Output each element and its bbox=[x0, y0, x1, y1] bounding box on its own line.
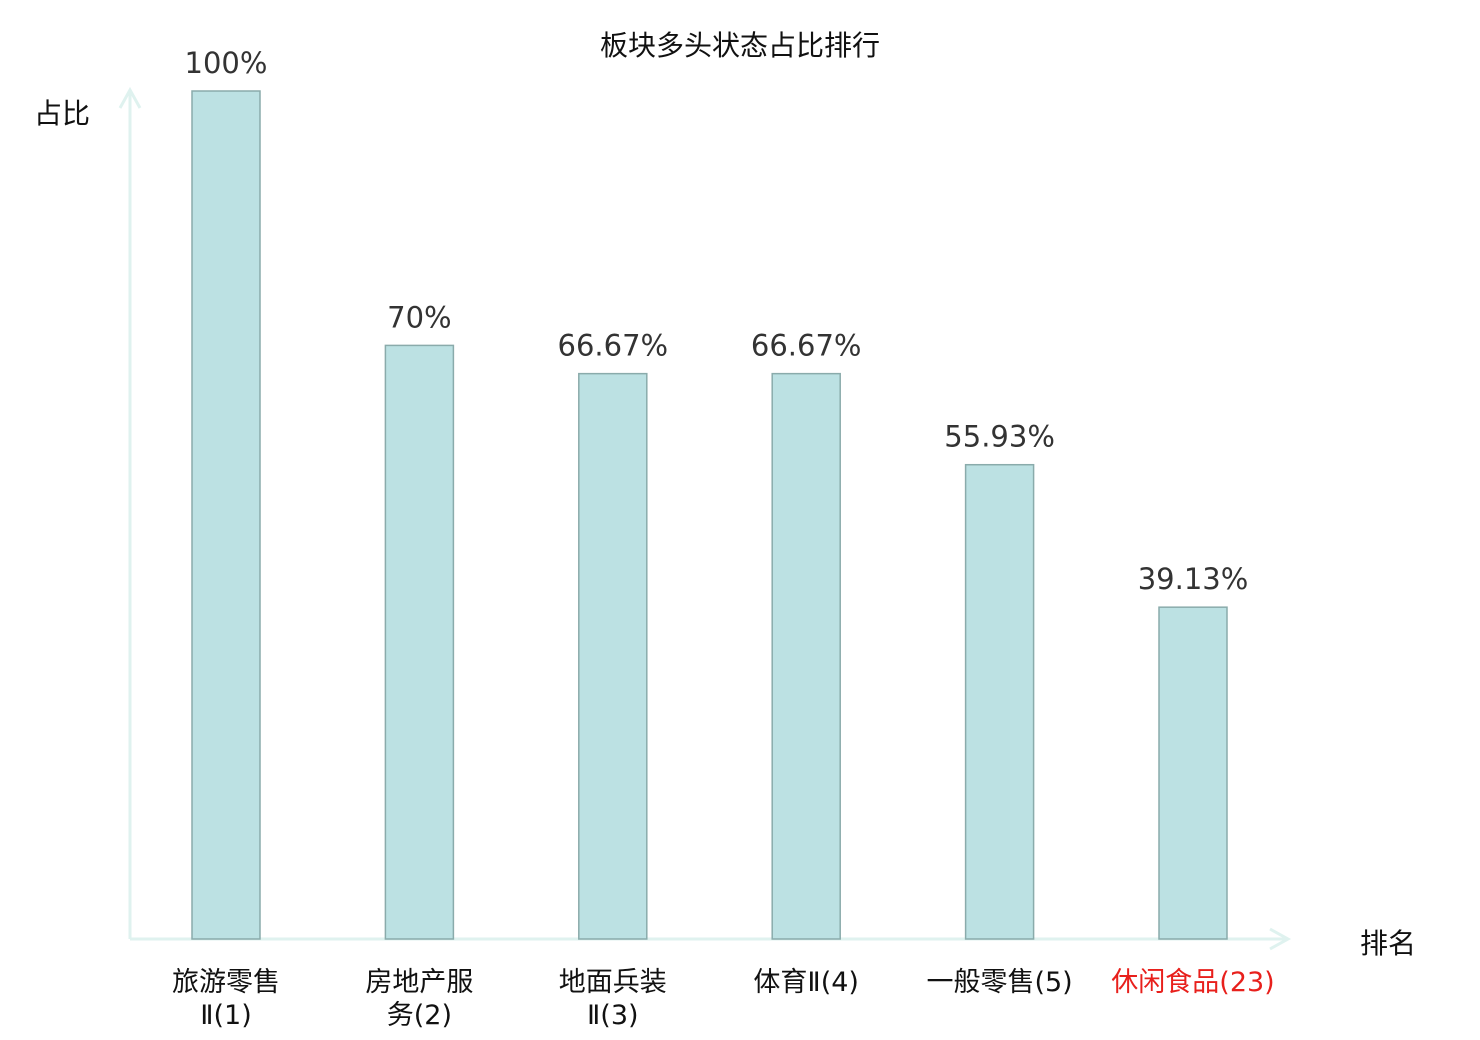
data-label: 39.13% bbox=[1138, 562, 1249, 596]
x-tick-label: 休闲食品(23) bbox=[1111, 967, 1275, 998]
bar bbox=[578, 372, 648, 940]
bar bbox=[964, 463, 1035, 940]
x-axis-arrow-icon bbox=[1269, 927, 1292, 951]
x-axis-label: 排名 bbox=[1360, 927, 1417, 960]
x-tick-label: 体育Ⅱ(4) bbox=[753, 967, 859, 998]
data-label: 55.93% bbox=[944, 420, 1055, 454]
bar bbox=[1158, 606, 1228, 940]
bar bbox=[191, 90, 261, 940]
y-axis-label: 占比 bbox=[34, 97, 91, 130]
x-tick-label: 一般零售(5) bbox=[926, 967, 1073, 998]
chart-title: 板块多头状态占比排行 bbox=[599, 29, 880, 62]
x-tick-label: 房地产服务(2) bbox=[365, 967, 474, 1031]
bar bbox=[771, 372, 841, 940]
x-tick-label: 地面兵装Ⅱ(3) bbox=[558, 967, 667, 1031]
data-label: 66.67% bbox=[751, 329, 862, 363]
x-tick-label: 旅游零售Ⅱ(1) bbox=[172, 967, 280, 1031]
data-label: 70% bbox=[387, 300, 451, 334]
data-label: 100% bbox=[185, 46, 268, 80]
y-axis-arrow-icon bbox=[118, 86, 142, 109]
data-label: 66.67% bbox=[558, 329, 669, 363]
bar bbox=[384, 344, 455, 940]
